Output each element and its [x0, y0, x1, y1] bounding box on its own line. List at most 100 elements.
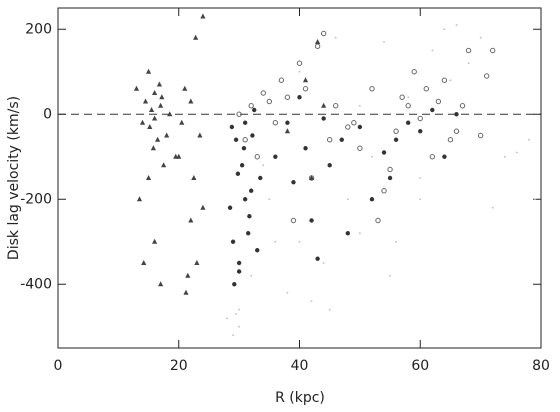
point: [242, 120, 248, 125]
point: [185, 272, 191, 278]
point: [194, 260, 200, 265]
point: [371, 155, 373, 158]
point: [320, 30, 327, 37]
point: [418, 129, 423, 134]
point: [188, 98, 194, 104]
point: [314, 43, 321, 49]
point: [274, 240, 277, 243]
point: [188, 217, 194, 223]
point: [152, 90, 158, 95]
point: [459, 103, 466, 109]
point: [266, 98, 273, 105]
point: [479, 36, 482, 39]
point: [315, 39, 321, 44]
point: [250, 133, 255, 138]
point: [229, 124, 235, 130]
point: [173, 153, 179, 159]
point: [272, 120, 279, 126]
point: [250, 274, 253, 277]
point: [455, 24, 458, 26]
point: [430, 107, 435, 113]
point: [197, 132, 203, 138]
point: [442, 154, 447, 159]
point: [321, 116, 326, 121]
point: [284, 94, 291, 100]
y-tick-label: -200: [20, 191, 52, 207]
point: [148, 107, 155, 112]
point: [238, 325, 241, 328]
point: [136, 196, 143, 202]
point: [249, 188, 254, 193]
point: [369, 197, 375, 202]
point: [369, 86, 375, 92]
point: [447, 137, 454, 143]
point: [407, 96, 410, 99]
point: [395, 240, 397, 243]
point: [152, 115, 158, 121]
point: [232, 334, 234, 337]
point: [431, 49, 434, 52]
point: [158, 102, 164, 108]
point: [268, 198, 271, 201]
point: [297, 95, 302, 100]
point: [375, 217, 381, 224]
point: [419, 198, 422, 201]
x-tick-label: 0: [54, 358, 63, 374]
point: [443, 28, 446, 31]
point: [238, 308, 241, 311]
point: [252, 107, 257, 113]
point: [334, 36, 337, 39]
point: [155, 136, 161, 142]
point: [435, 98, 442, 105]
point: [483, 73, 490, 79]
point: [133, 85, 140, 91]
point: [262, 164, 265, 167]
point: [327, 163, 332, 168]
point: [357, 124, 363, 130]
point: [387, 175, 393, 181]
point: [534, 198, 536, 201]
point: [449, 79, 452, 82]
point: [454, 112, 459, 117]
point: [230, 239, 236, 244]
point: [254, 154, 260, 160]
point: [145, 175, 152, 180]
point: [411, 69, 417, 75]
point: [491, 206, 494, 209]
point: [193, 34, 199, 40]
point: [358, 232, 361, 235]
point: [465, 47, 472, 54]
point: [419, 177, 422, 179]
point: [383, 41, 385, 43]
x-tick-label: 80: [532, 358, 550, 374]
y-tick-label: -400: [20, 276, 52, 292]
point: [260, 90, 266, 96]
point: [328, 308, 331, 311]
point: [161, 162, 167, 168]
point: [429, 154, 436, 160]
point: [302, 86, 309, 92]
plot-frame: [57, 7, 542, 349]
point: [145, 68, 152, 74]
point: [477, 132, 484, 139]
point: [156, 81, 163, 87]
point: [273, 154, 278, 159]
point: [303, 146, 308, 151]
point: [298, 70, 301, 73]
point: [490, 47, 496, 54]
point: [158, 281, 164, 287]
point: [345, 231, 350, 236]
point: [346, 198, 349, 201]
point: [315, 256, 320, 261]
point: [322, 262, 325, 264]
y-tick-label: 200: [25, 21, 52, 37]
point: [183, 289, 189, 295]
point: [191, 175, 197, 180]
point: [232, 282, 237, 287]
point: [227, 205, 233, 210]
point: [142, 98, 149, 104]
point: [200, 204, 206, 210]
point: [236, 269, 242, 274]
point: [310, 300, 313, 303]
